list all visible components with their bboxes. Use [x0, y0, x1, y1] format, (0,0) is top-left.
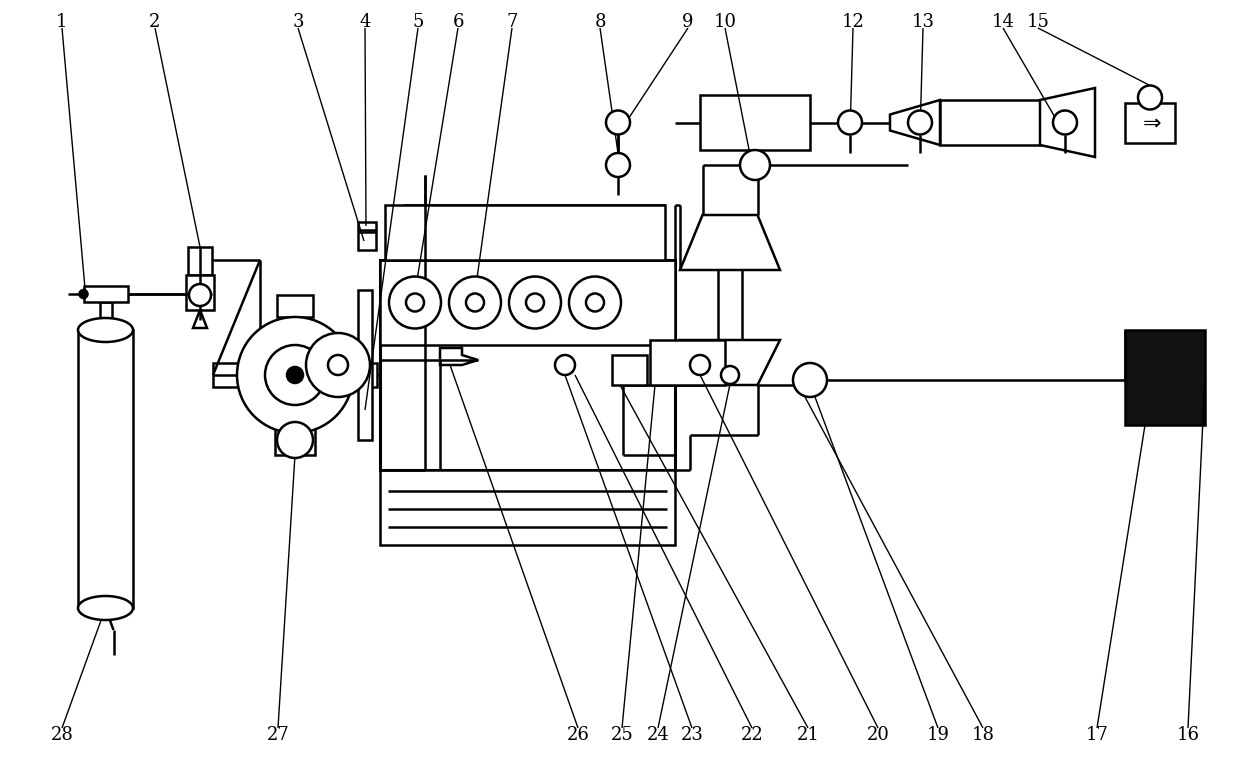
Circle shape	[838, 110, 862, 135]
Text: 26: 26	[567, 726, 589, 744]
Polygon shape	[680, 215, 780, 270]
Bar	[1125, 103, 1176, 143]
Circle shape	[689, 355, 711, 375]
Text: 10: 10	[713, 13, 737, 31]
Circle shape	[526, 293, 544, 312]
Bar	[701, 95, 810, 150]
Bar	[379, 470, 675, 545]
Bar	[213, 363, 243, 387]
Text: 6: 6	[453, 13, 464, 31]
Text: 15: 15	[1027, 13, 1049, 31]
Text: 2: 2	[149, 13, 161, 31]
Text: 14: 14	[992, 13, 1014, 31]
Bar	[1125, 330, 1205, 425]
Circle shape	[1138, 86, 1162, 109]
Circle shape	[508, 277, 560, 328]
Text: 8: 8	[594, 13, 606, 31]
Bar	[277, 295, 312, 317]
Circle shape	[188, 284, 211, 306]
Text: 19: 19	[926, 726, 950, 744]
Circle shape	[79, 290, 88, 298]
Circle shape	[606, 110, 630, 135]
Bar	[188, 247, 212, 275]
Bar	[379, 260, 675, 470]
Bar	[275, 425, 315, 455]
Text: 20: 20	[867, 726, 889, 744]
Polygon shape	[193, 310, 207, 328]
Circle shape	[587, 293, 604, 312]
Bar	[379, 260, 675, 345]
Circle shape	[1053, 110, 1078, 135]
Bar	[358, 290, 372, 440]
Bar	[650, 340, 725, 385]
Circle shape	[329, 355, 348, 375]
Circle shape	[569, 277, 621, 328]
Circle shape	[556, 355, 575, 375]
Text: 9: 9	[682, 13, 693, 31]
Text: 17: 17	[1085, 726, 1109, 744]
Text: 22: 22	[740, 726, 764, 744]
Bar	[358, 222, 376, 230]
Ellipse shape	[78, 318, 133, 342]
Circle shape	[794, 363, 827, 397]
Circle shape	[265, 345, 325, 405]
Text: $\Rightarrow$: $\Rightarrow$	[1138, 112, 1162, 132]
Circle shape	[740, 150, 770, 180]
Text: 21: 21	[796, 726, 820, 744]
Ellipse shape	[78, 596, 133, 620]
Text: 5: 5	[413, 13, 424, 31]
Polygon shape	[1040, 88, 1095, 157]
Circle shape	[389, 277, 441, 328]
Text: 24: 24	[646, 726, 670, 744]
Text: 27: 27	[267, 726, 289, 744]
Text: 3: 3	[293, 13, 304, 31]
Polygon shape	[890, 100, 940, 145]
Bar	[83, 286, 128, 302]
Polygon shape	[440, 348, 477, 365]
Circle shape	[606, 153, 630, 177]
Circle shape	[237, 317, 353, 433]
Circle shape	[286, 367, 303, 383]
Circle shape	[908, 110, 932, 135]
Circle shape	[449, 277, 501, 328]
Bar	[940, 100, 1040, 145]
Text: 1: 1	[56, 13, 68, 31]
Circle shape	[720, 366, 739, 384]
Bar	[347, 363, 377, 387]
Bar	[384, 205, 665, 260]
Text: 25: 25	[610, 726, 634, 744]
Circle shape	[306, 333, 370, 397]
Circle shape	[466, 293, 484, 312]
Text: 16: 16	[1177, 726, 1199, 744]
Text: 13: 13	[911, 13, 935, 31]
Text: 23: 23	[681, 726, 703, 744]
Bar	[186, 275, 215, 310]
Text: 12: 12	[842, 13, 864, 31]
Bar	[358, 232, 376, 250]
Bar	[613, 355, 647, 385]
Bar	[78, 330, 133, 608]
Text: 7: 7	[506, 13, 517, 31]
Circle shape	[405, 293, 424, 312]
Polygon shape	[680, 340, 780, 385]
Text: 28: 28	[51, 726, 73, 744]
Text: 4: 4	[360, 13, 371, 31]
Text: 18: 18	[971, 726, 994, 744]
Bar	[99, 302, 112, 320]
Circle shape	[277, 422, 312, 458]
